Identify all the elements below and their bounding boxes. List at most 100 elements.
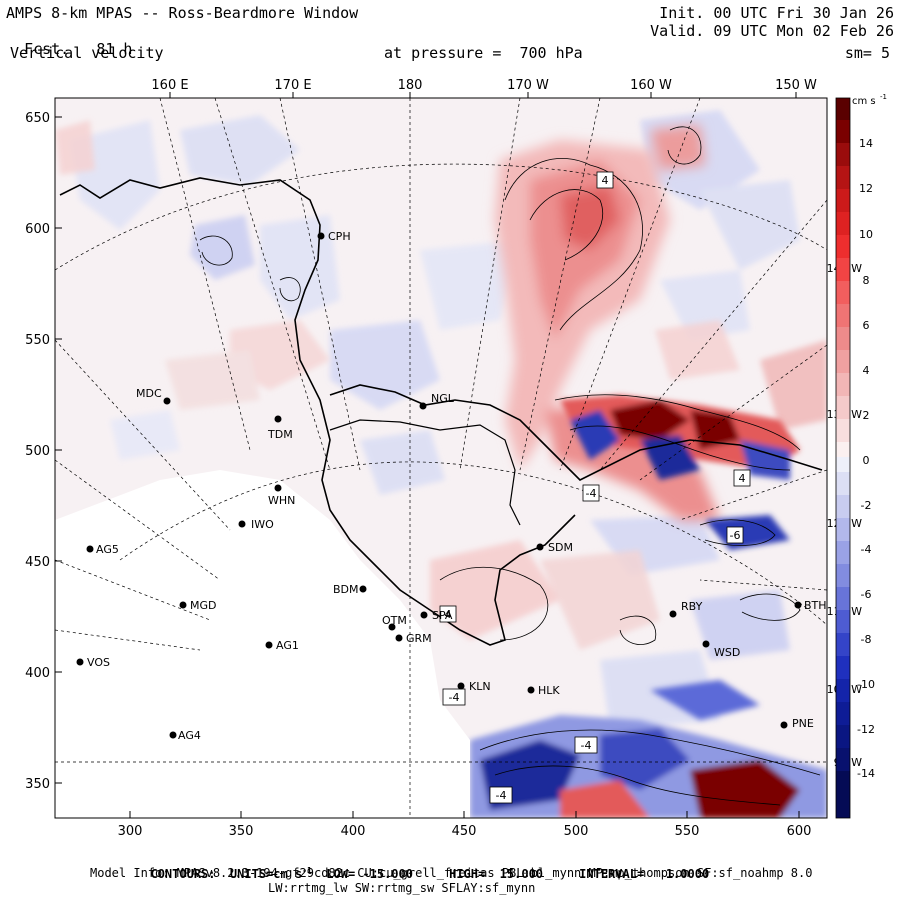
- contour-label: 4: [445, 608, 452, 621]
- lon-label: 170 E: [274, 78, 311, 93]
- y-axis-labels: 650 600 550 500 450 400 350: [25, 111, 50, 792]
- init-time: Init. 00 UTC Fri 30 Jan 26: [659, 4, 894, 22]
- x-tick-label: 450: [452, 824, 477, 839]
- station-label: WSD: [714, 646, 740, 659]
- colorbar-label: -8: [861, 633, 872, 646]
- contour-label: 4: [602, 174, 609, 187]
- colorbar-label: 8: [863, 274, 870, 287]
- ascent-plume: [495, 125, 720, 520]
- colorbar-label: 2: [863, 409, 870, 422]
- y-tick-label: 500: [25, 444, 50, 459]
- southern-convection-zone: [470, 680, 827, 818]
- weak-ascent-areas: [55, 120, 827, 650]
- y-tick-label: 350: [25, 777, 50, 792]
- y-tick-label: 550: [25, 333, 50, 348]
- station-label: RBY: [681, 600, 703, 613]
- grounding-line: [329, 419, 521, 526]
- contour-low: LOW= -15.000: [326, 867, 413, 881]
- contour-units: CONTOURS: UNITS=cm s: [150, 867, 303, 881]
- contour-label: -6: [730, 529, 741, 542]
- colorbar-label: 14: [859, 137, 873, 150]
- x-tick-label: 500: [564, 824, 589, 839]
- colorbar-units-text: cm s: [852, 96, 876, 107]
- smoothing: sm= 5: [844, 44, 890, 62]
- station-label: TDM: [267, 428, 293, 441]
- colorbar-label: -10: [857, 678, 875, 691]
- pressure-level: at pressure = 700 hPa: [384, 44, 583, 62]
- station-label: MGD: [190, 599, 217, 612]
- lon-label: 150 W: [775, 78, 817, 93]
- contour-units-sup: -1: [302, 866, 312, 875]
- station-label: VOS: [87, 656, 110, 669]
- lon-label: 160 E: [151, 78, 188, 93]
- colorbar-label: -14: [857, 767, 875, 780]
- colorbar-label: 10: [859, 228, 873, 241]
- station-label: MDC: [136, 387, 162, 400]
- station-label: OTM: [382, 614, 407, 627]
- station-label: GRM: [406, 632, 432, 645]
- colorbar-units: cm s -1: [852, 93, 887, 107]
- station-label: PNE: [792, 717, 814, 730]
- ice-shelf-region: [55, 470, 470, 818]
- station-label: BDM: [333, 583, 359, 596]
- contour-info: CONTOURS: UNITS=cm s-1 LOW= -15.000 HIGH…: [136, 852, 709, 881]
- longitude-labels: 160 E 170 E 180 170 W 160 W 150 W: [151, 78, 817, 93]
- y-tick-label: 650: [25, 111, 50, 126]
- colorbar-label: 0: [863, 454, 870, 467]
- station-markers: CPH NGL MDC TDM WHN IWO AG5 MGD BDM OTM …: [76, 230, 827, 742]
- graticule: [55, 98, 827, 818]
- contour-label: -4: [586, 487, 597, 500]
- station-label: BTH: [804, 599, 827, 612]
- forecast-hour: Fcst. 81 h: [6, 22, 132, 58]
- colorbar-label: -6: [861, 588, 872, 601]
- coastline: [59, 177, 576, 646]
- contour-interval: INTERVAL= 1.0000: [579, 867, 710, 881]
- station-label: AG1: [276, 639, 299, 652]
- x-tick-label: 550: [675, 824, 700, 839]
- contour-label: -4: [581, 739, 592, 752]
- station-label: AG5: [96, 543, 119, 556]
- station-label: KLN: [469, 680, 491, 693]
- station-label: AG4: [178, 729, 201, 742]
- x-tick-label: 600: [787, 824, 812, 839]
- lon-label: 180: [398, 78, 423, 93]
- x-tick-label: 400: [341, 824, 366, 839]
- colorbar-label: 6: [863, 319, 870, 332]
- colorbar: [835, 97, 851, 819]
- station-label: SPA: [432, 609, 453, 622]
- axis-ticks: [55, 92, 800, 818]
- contour-label: 4: [739, 472, 746, 485]
- x-axis-labels: 300 350 400 450 500 550 600: [118, 824, 812, 839]
- colorbar-label: 12: [859, 182, 873, 195]
- lon-label: 160 W: [630, 78, 672, 93]
- station-label: CPH: [328, 230, 351, 243]
- x-tick-label: 300: [118, 824, 143, 839]
- colorbar-label: -12: [857, 723, 875, 736]
- colorbar-units-sup: -1: [880, 93, 887, 101]
- station-label: NGL: [431, 392, 455, 405]
- colorbar-label: -4: [861, 543, 872, 556]
- physics-info: LW:rrtmg_lw SW:rrtmg_sw SFLAY:sf_mynn: [268, 881, 536, 895]
- valid-time: Valid. 09 UTC Mon 02 Feb 26: [650, 22, 894, 40]
- field-name: Vertical velocity: [10, 44, 164, 62]
- colorbar-labels: 14 12 10 8 6 4 2 0 -2 -4 -6 -8 -10 -12 -…: [857, 137, 875, 780]
- map-title: AMPS 8-km MPAS -- Ross-Beardmore Window: [6, 4, 359, 22]
- contour-label: -4: [449, 691, 460, 704]
- x-tick-label: 350: [229, 824, 254, 839]
- forecast-label: Fcst.: [24, 40, 70, 58]
- contour-high: HIGH= 15.000: [449, 867, 544, 881]
- station-label: WHN: [268, 494, 295, 507]
- strong-dipole-band: [560, 395, 800, 550]
- lon-label: 170 W: [507, 78, 549, 93]
- y-tick-label: 400: [25, 666, 50, 681]
- colorbar-label: 4: [863, 364, 870, 377]
- station-label: SDM: [548, 541, 573, 554]
- colorbar-label: -2: [861, 499, 872, 512]
- station-label: IWO: [251, 518, 274, 531]
- model-info: Model Info: MPASv8.2.3-194-gf29cd82c CU:…: [90, 866, 813, 880]
- map-frame: [54, 97, 828, 819]
- station-label: HLK: [538, 684, 560, 697]
- contour-lines: [199, 126, 821, 806]
- y-tick-label: 450: [25, 555, 50, 570]
